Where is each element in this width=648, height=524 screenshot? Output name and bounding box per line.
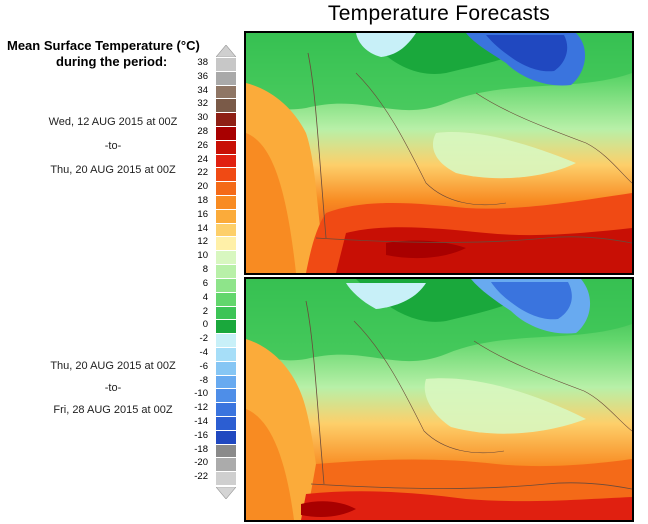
scale-swatch: [216, 153, 236, 168]
scale-swatch: [216, 333, 236, 347]
scale-swatch: [216, 222, 236, 237]
scale-swatch: [216, 360, 236, 375]
scale-label: 10: [197, 250, 208, 262]
temperature-color-scale: 38 36 34 32 30 28 26 24 22 20 18 16 14 12 10 8 6 4 2 0 -2 -4-…: [194, 57, 238, 485]
scale-swatch: [216, 305, 236, 320]
legend-heading-line2: during the period:: [56, 54, 168, 69]
period-1-end: Thu, 20 AUG 2015 at 00Z: [50, 164, 176, 176]
scale-swatch: [216, 181, 236, 196]
scale-label: 22: [197, 167, 208, 179]
scale-swatch: [216, 319, 236, 334]
temperature-map-2: [246, 279, 632, 520]
scale-swatch: [216, 126, 236, 140]
scale-swatch: [216, 236, 236, 251]
scale-swatch: [216, 388, 236, 403]
scale-swatch: [216, 277, 236, 292]
legend-heading-line1: Mean Surface Temperature (°C): [7, 38, 200, 53]
scale-label: 26: [197, 139, 208, 151]
scale-swatch: [216, 208, 236, 223]
scale-label: 16: [197, 208, 208, 220]
scale-label: -12: [194, 402, 208, 414]
scale-label: -20: [194, 457, 208, 469]
scale-label: 24: [197, 153, 208, 165]
scale-label: 0: [202, 319, 208, 331]
scale-label: -22: [194, 471, 208, 483]
scale-swatch: [216, 167, 236, 182]
scale-swatch: [216, 98, 236, 113]
scale-label: 30: [197, 112, 208, 124]
scale-label: -8: [199, 374, 208, 386]
scale-swatch: [216, 84, 236, 99]
legend-heading: Mean Surface Temperature (°C) during the…: [4, 38, 216, 70]
scale-label: 8: [202, 264, 208, 276]
scale-swatch: [216, 346, 236, 361]
scale-swatch: [216, 429, 236, 444]
scale-label: 12: [197, 236, 208, 248]
scale-label: -10: [194, 388, 208, 400]
scale-label: 4: [202, 291, 208, 303]
scale-label: 6: [202, 277, 208, 289]
scale-swatch: [216, 250, 236, 265]
scale-swatch: [216, 443, 236, 458]
scale-label: -2: [199, 333, 208, 345]
page-title: Temperature Forecasts: [327, 2, 551, 25]
scale-bottom-arrow-icon: [216, 487, 236, 499]
period-2-separator: -to-: [104, 382, 122, 394]
scale-label: -18: [194, 443, 208, 455]
scale-label: -6: [199, 360, 208, 372]
scale-label: 20: [197, 181, 208, 193]
scale-label: 28: [197, 126, 208, 138]
scale-swatch: [216, 70, 236, 85]
scale-label: 38: [197, 57, 208, 68]
scale-label: 18: [197, 195, 208, 207]
period-1-start: Wed, 12 AUG 2015 at 00Z: [48, 116, 178, 128]
scale-swatch: [216, 195, 236, 209]
forecast-map-period-1: [244, 31, 634, 275]
forecast-map-period-2: [244, 277, 634, 522]
scale-label: 14: [197, 222, 208, 234]
scale-label: -4: [199, 346, 208, 358]
period-2-start: Thu, 20 AUG 2015 at 00Z: [50, 360, 176, 372]
scale-label: 34: [197, 84, 208, 96]
scale-swatch: [216, 457, 236, 472]
scale-label: 32: [197, 98, 208, 110]
scale-swatch: [216, 112, 236, 127]
scale-label: -14: [194, 415, 208, 427]
scale-swatch: [216, 264, 236, 278]
scale-label: 36: [197, 70, 208, 82]
scale-swatch: [216, 57, 236, 71]
scale-swatch: [216, 139, 236, 154]
scale-swatch: [216, 291, 236, 306]
temperature-map-1: [246, 33, 632, 273]
period-2-end: Fri, 28 AUG 2015 at 00Z: [53, 404, 173, 416]
scale-label: -16: [194, 429, 208, 441]
scale-swatch: [216, 415, 236, 430]
period-1-separator: -to-: [104, 140, 122, 152]
scale-top-arrow-icon: [216, 45, 236, 57]
scale-label: 2: [202, 305, 208, 317]
scale-swatch: [216, 374, 236, 389]
scale-swatch: [216, 471, 236, 485]
scale-swatch: [216, 402, 236, 416]
